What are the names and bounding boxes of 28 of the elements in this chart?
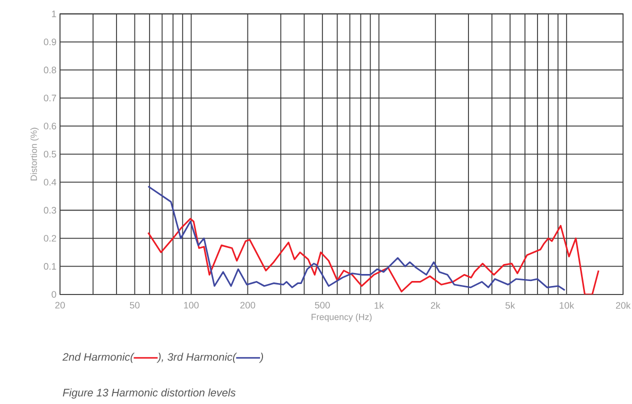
y-tick-label: 0.1 [44, 262, 56, 270]
text: ) [258, 352, 264, 363]
x-tick-label: 100 [184, 302, 199, 308]
x-tick-label: 5k [506, 302, 516, 309]
legend-label: 3rd Harmonic( [168, 352, 238, 363]
y-tick-label: 1 [52, 10, 56, 17]
text: ), [156, 352, 164, 363]
y-tick-label: 0.3 [44, 206, 56, 214]
x-tick-label: 20k [616, 302, 631, 309]
y-tick-label: 0 [52, 290, 56, 298]
x-tick-label: 10k [560, 302, 574, 309]
x-tick-label: 200 [240, 302, 256, 308]
x-tick-label: 50 [130, 302, 140, 308]
y-tick-label: 0.4 [44, 178, 56, 186]
x-tick-label: 1k [374, 302, 384, 308]
y-tick-label: 0.7 [44, 94, 56, 102]
x-tick-label: 500 [314, 302, 330, 308]
y-tick-label: 0.8 [44, 66, 56, 74]
legend-label: 2nd Harmonic( [62, 352, 135, 363]
y-axis-title: Distortion (%) [30, 128, 39, 180]
y-tick-label: 0.9 [44, 38, 56, 46]
x-axis-title: Frequency (Hz) [312, 313, 372, 322]
x-tick-label: 2k [430, 302, 440, 308]
y-tick-label: 0.6 [44, 122, 56, 130]
y-tick-label: 0.2 [44, 234, 56, 242]
y-tick-label: 0.5 [44, 150, 56, 158]
x-tick-label: 20 [55, 302, 65, 308]
caption: Figure 13 Harmonic distortion levels [62, 388, 236, 398]
